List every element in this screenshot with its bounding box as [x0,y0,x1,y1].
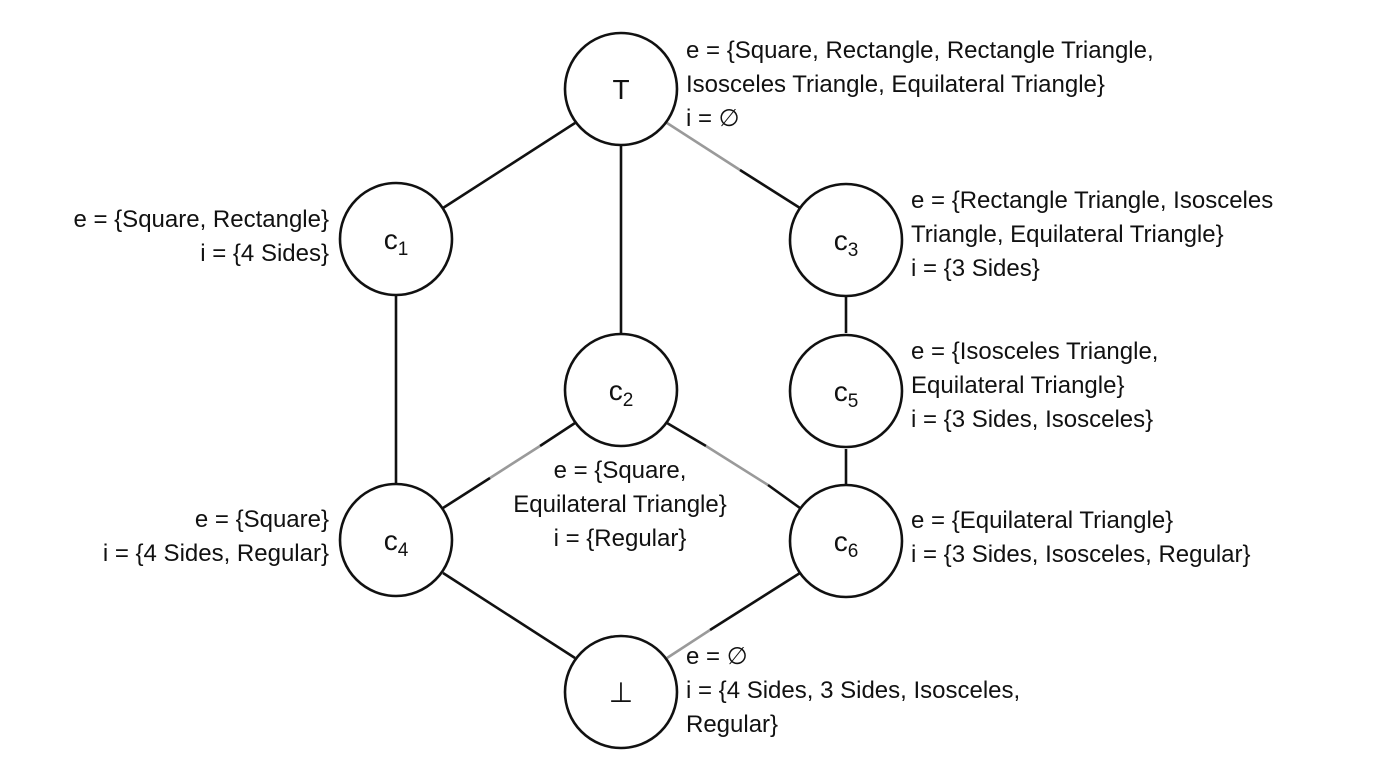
node-bottom-symbol: ⊥ [609,677,633,708]
edge-c6-bottom-faded [666,628,711,660]
label-c1: e = {Square, Rectangle} i = {4 Sides} [73,203,329,271]
label-c3-extent-2: Triangle, Equilateral Triangle} [911,221,1224,248]
label-top-intent: i = ∅ [686,105,740,132]
node-top-symbol: T [612,74,629,105]
label-top: e = {Square, Rectangle, Rectangle Triang… [686,34,1154,136]
edge-c4-bottom [442,571,576,660]
edge-c2-c4 [539,421,576,448]
node-c6-index: 6 [848,541,859,562]
node-c6: c6 [788,483,904,599]
node-c6-letter: c [834,526,848,557]
edge-top-c3-faded [666,121,741,172]
node-c1-letter: c [384,224,398,255]
svg-text:c3: c3 [834,225,859,261]
node-c3-letter: c [834,225,848,256]
edge-c2-c4-end [442,476,491,510]
svg-text:c4: c4 [384,525,409,561]
edge-top-c3 [739,168,801,210]
node-c3-index: 3 [848,240,859,261]
label-bottom-extent: e = ∅ [686,643,748,670]
node-c1-index: 1 [398,239,409,260]
label-c2-intent: i = {Regular} [553,525,687,552]
node-c4: c4 [338,482,454,598]
node-c5-letter: c [834,376,848,407]
label-c1-intent: i = {4 Sides} [200,240,329,267]
label-c5: e = {Isosceles Triangle, Equilateral Tri… [911,335,1158,437]
node-c4-index: 4 [398,540,409,561]
label-c2: e = {Square, Equilateral Triangle} i = {… [470,454,770,556]
label-c5-extent-1: e = {Isosceles Triangle, [911,338,1159,365]
svg-text:c2: c2 [609,375,634,411]
label-c1-extent: e = {Square, Rectangle} [73,206,329,233]
edge-c2-c6-end [767,483,801,510]
edge-c6-bottom [709,571,801,632]
label-c2-extent-1: e = {Square, [553,457,687,484]
label-bottom-intent-2: Regular} [686,711,779,738]
node-top: T [563,31,679,147]
edge-top-c1 [442,121,576,210]
node-c4-letter: c [384,525,398,556]
label-c2-extent-2: Equilateral Triangle} [513,491,727,518]
label-bottom: e = ∅ i = {4 Sides, 3 Sides, Isosceles, … [686,640,1020,742]
label-c3: e = {Rectangle Triangle, Isosceles Trian… [911,184,1273,286]
node-c5: c5 [788,333,904,449]
edge-c2-c4-faded [489,444,541,480]
label-top-extent-2: Isosceles Triangle, Equilateral Triangle… [686,71,1105,98]
node-c1: c1 [338,181,454,297]
node-c3: c3 [788,182,904,298]
label-c5-extent-2: Equilateral Triangle} [911,372,1125,399]
node-c2-letter: c [609,375,623,406]
edge-c2-c6-faded [705,444,769,487]
label-top-extent-1: e = {Square, Rectangle, Rectangle Triang… [686,37,1154,64]
label-c3-intent: i = {3 Sides} [911,255,1040,282]
svg-text:c5: c5 [834,376,859,412]
node-bottom: ⊥ [563,634,679,750]
node-c2-index: 2 [623,390,634,411]
label-c5-intent: i = {3 Sides, Isosceles} [911,406,1154,433]
node-c5-index: 5 [848,391,859,412]
label-c3-extent-1: e = {Rectangle Triangle, Isosceles [911,187,1274,214]
label-c6: e = {Equilateral Triangle} i = {3 Sides,… [911,504,1251,572]
label-c6-extent: e = {Equilateral Triangle} [911,507,1174,534]
svg-text:c6: c6 [834,526,859,562]
label-c4-intent: i = {4 Sides, Regular} [102,540,329,567]
label-c4: e = {Square} i = {4 Sides, Regular} [103,503,329,571]
label-c4-extent: e = {Square} [194,506,329,533]
label-c6-intent: i = {3 Sides, Isosceles, Regular} [911,541,1251,568]
node-c2: c2 [563,332,679,448]
svg-text:c1: c1 [384,224,409,260]
label-bottom-intent-1: i = {4 Sides, 3 Sides, Isosceles, [686,677,1021,704]
edge-c2-c6 [666,421,707,448]
